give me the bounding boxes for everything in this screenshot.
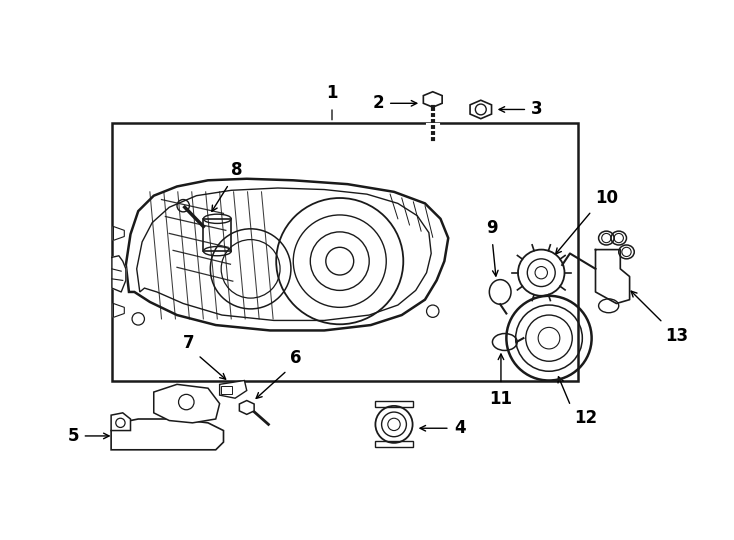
Polygon shape: [112, 256, 126, 292]
Text: 3: 3: [531, 100, 543, 118]
Text: 5: 5: [68, 427, 79, 445]
Text: 9: 9: [487, 219, 498, 237]
Polygon shape: [153, 384, 219, 423]
Text: 12: 12: [575, 409, 597, 427]
Polygon shape: [470, 100, 492, 119]
Polygon shape: [111, 419, 223, 450]
Bar: [221, 386, 232, 394]
Bar: [375, 441, 413, 448]
Polygon shape: [424, 92, 442, 107]
Text: 2: 2: [373, 94, 385, 112]
Polygon shape: [219, 381, 247, 398]
Text: 7: 7: [184, 334, 195, 352]
Bar: [375, 401, 413, 408]
Polygon shape: [114, 303, 124, 318]
Text: 13: 13: [665, 327, 688, 345]
Text: 11: 11: [490, 390, 512, 408]
Bar: [203, 219, 231, 251]
Polygon shape: [114, 226, 124, 240]
Bar: [112, 123, 578, 381]
Polygon shape: [595, 249, 630, 303]
Text: 8: 8: [231, 161, 243, 179]
Text: 1: 1: [326, 84, 338, 102]
Polygon shape: [111, 413, 131, 430]
Polygon shape: [239, 401, 254, 414]
Text: 4: 4: [454, 419, 466, 437]
Text: 10: 10: [595, 189, 619, 207]
Text: 6: 6: [290, 349, 302, 367]
